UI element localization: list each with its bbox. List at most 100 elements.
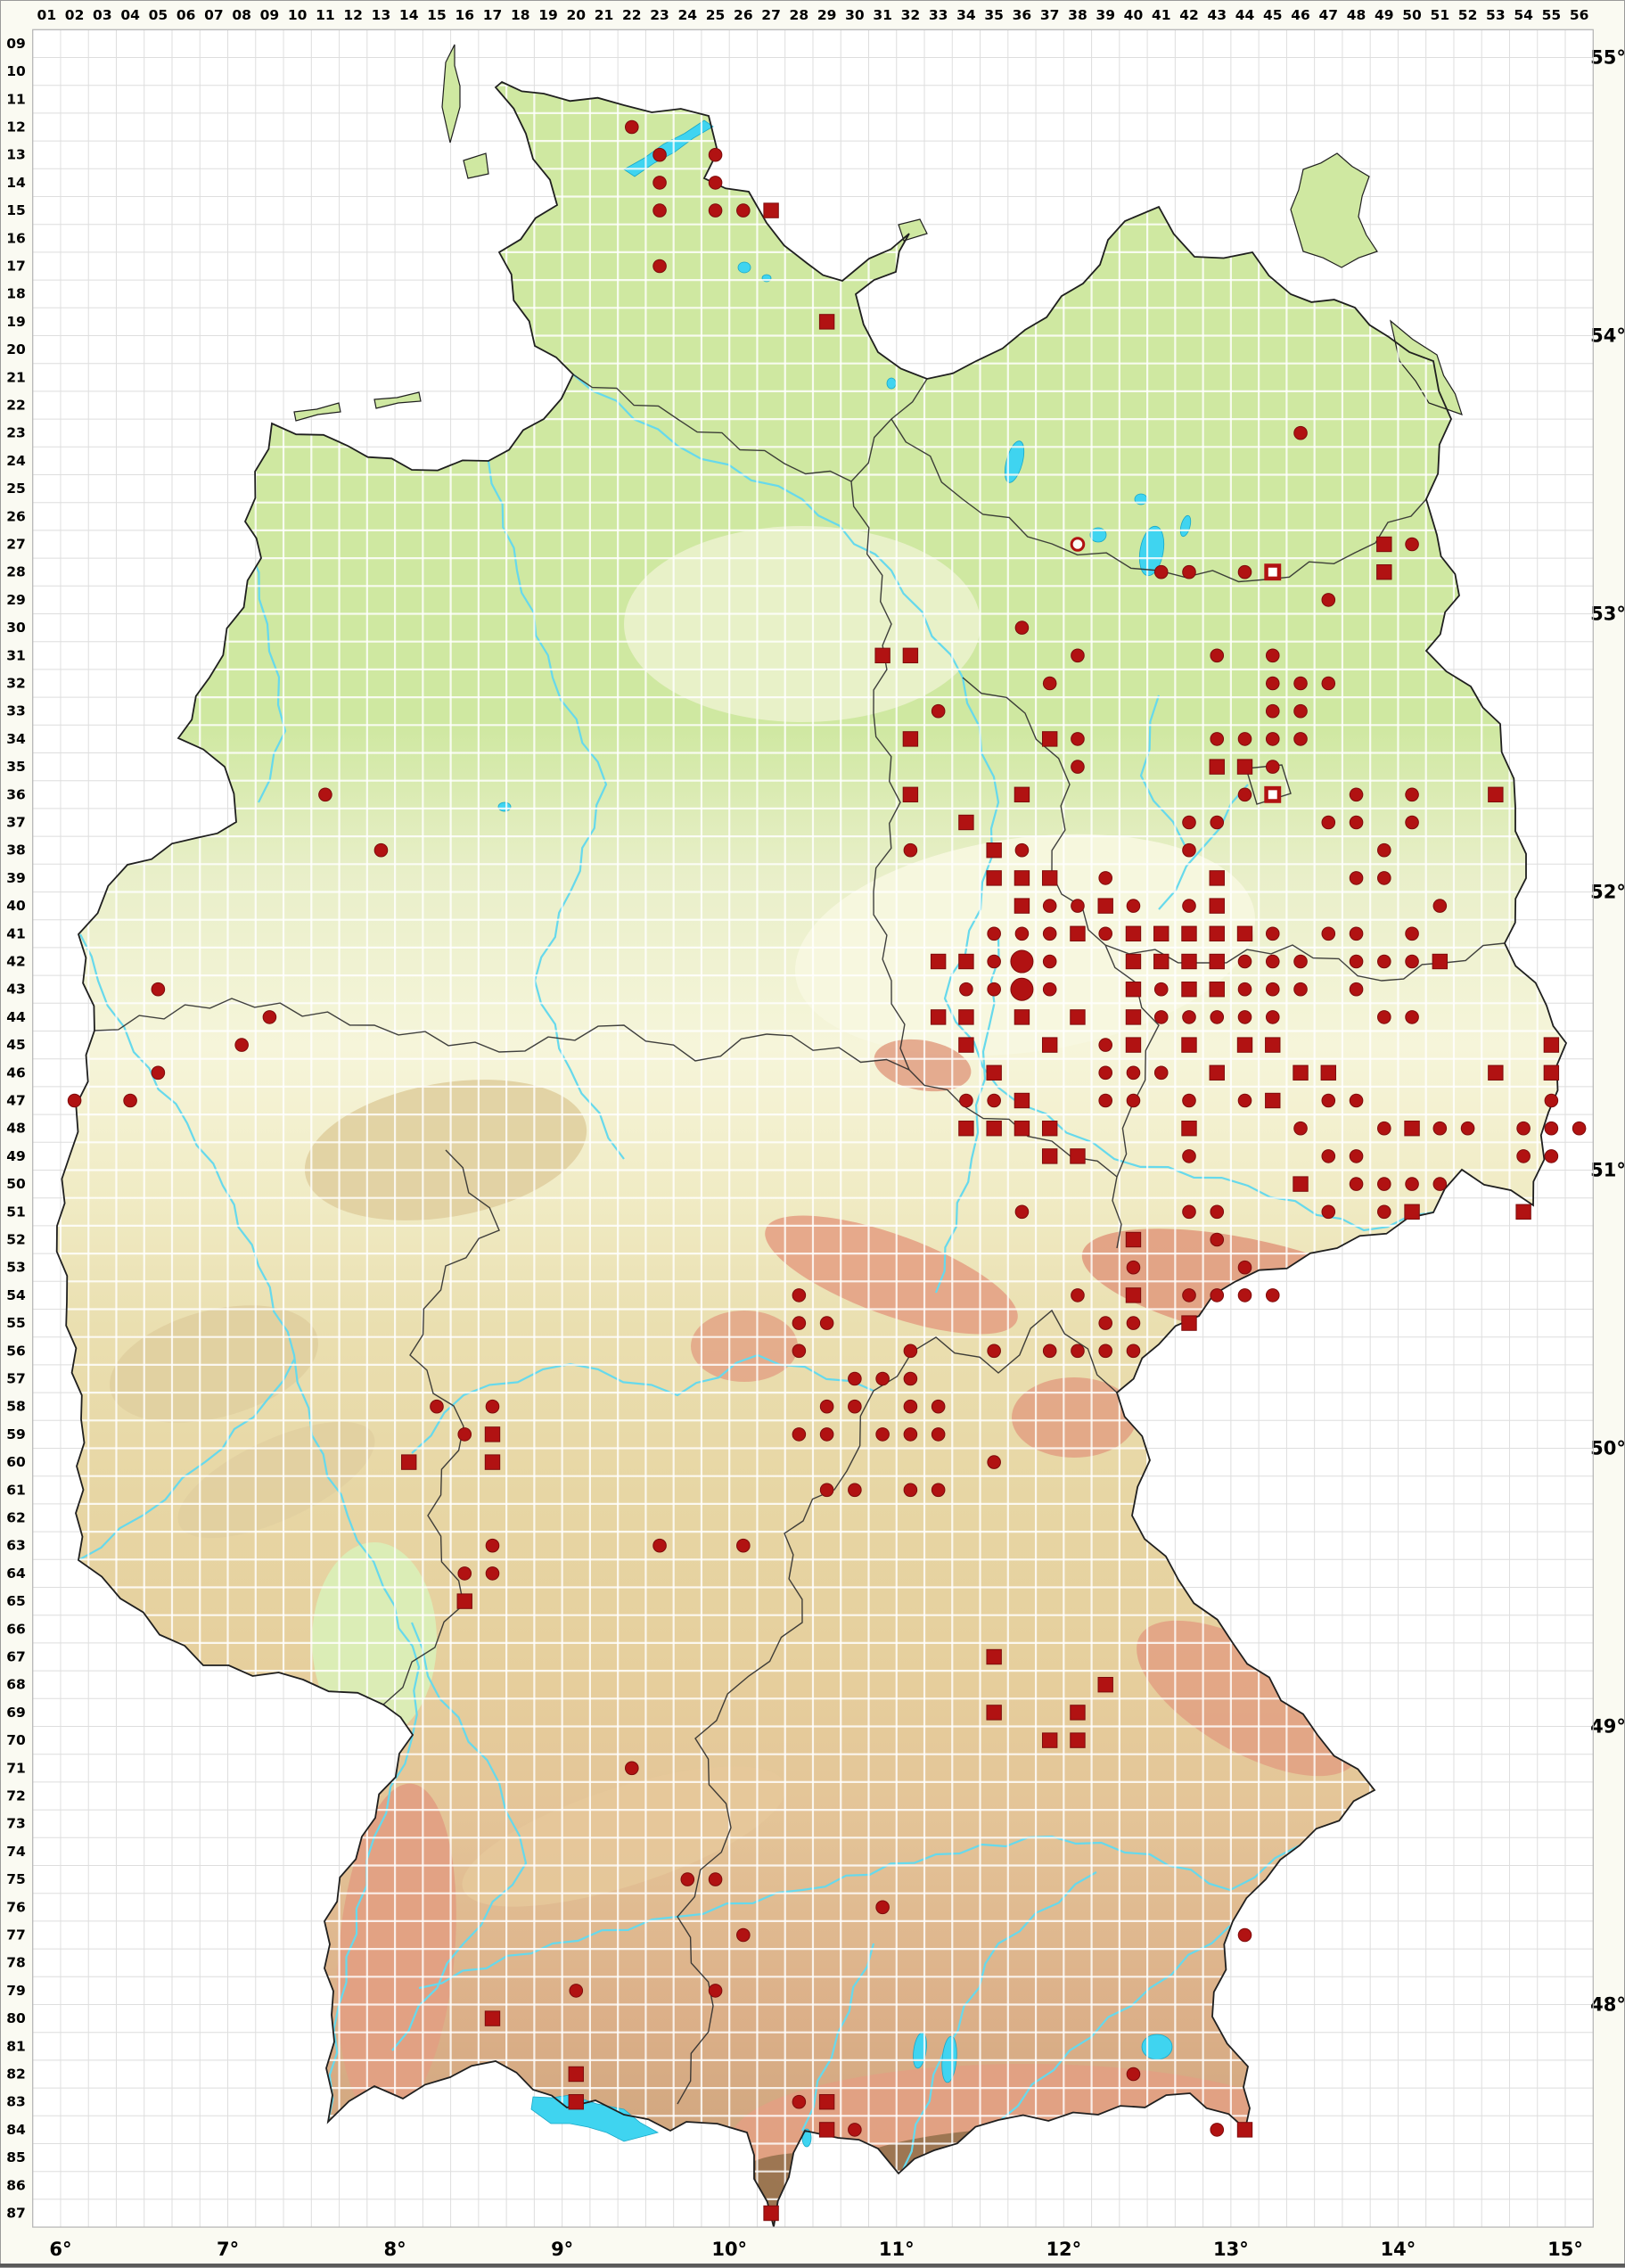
marker-dot <box>1405 1177 1419 1191</box>
left-ruler-label: 37 <box>6 815 26 831</box>
marker-dot <box>1042 676 1057 691</box>
marker-square <box>1293 1064 1309 1081</box>
island <box>1290 152 1378 268</box>
marker-dot <box>1349 954 1364 969</box>
marker-square <box>484 1426 501 1442</box>
state-border <box>572 374 928 482</box>
marker-dot <box>234 1038 249 1052</box>
left-ruler-label: 73 <box>6 1816 26 1832</box>
marker-dot <box>1126 2067 1141 2082</box>
marker-dot <box>1182 1010 1196 1024</box>
marker-dot <box>931 1427 946 1442</box>
marker-dot <box>875 1427 890 1442</box>
marker-dot <box>1042 926 1057 941</box>
left-ruler-label: 18 <box>6 286 26 302</box>
marker-dot <box>1405 787 1419 802</box>
left-ruler-label: 52 <box>6 1232 26 1248</box>
left-ruler-label: 87 <box>6 2206 26 2222</box>
left-ruler-label: 28 <box>6 564 26 580</box>
marker-dot <box>485 1566 500 1581</box>
top-ruler-label: 51 <box>1431 7 1450 23</box>
latitude-label: 55° <box>1590 47 1625 69</box>
longitude-label: 11° <box>879 2239 915 2260</box>
top-ruler-label: 03 <box>93 7 112 23</box>
marker-square <box>1125 1037 1142 1053</box>
state-border <box>1104 944 1160 1178</box>
marker-dot <box>1014 842 1030 858</box>
marker-dot <box>1014 926 1030 941</box>
left-ruler-label: 85 <box>6 2149 26 2165</box>
marker-dot <box>430 1399 444 1414</box>
left-ruler-label: 83 <box>6 2094 26 2110</box>
marker-dot <box>1377 1204 1391 1220</box>
marker-square <box>1543 1037 1560 1053</box>
top-ruler-label: 22 <box>622 7 642 23</box>
marker-dot <box>708 1984 723 1998</box>
left-ruler-label: 39 <box>6 870 26 886</box>
occurrence-markers <box>67 119 1587 2222</box>
state-border <box>766 481 911 1072</box>
left-ruler-label: 10 <box>6 63 26 79</box>
marker-dot <box>708 176 723 190</box>
marker-dot <box>1210 648 1225 663</box>
marker-dot <box>1071 899 1085 913</box>
marker-dot <box>262 1010 277 1024</box>
marker-dot <box>1265 982 1280 997</box>
marker-dot <box>1126 1260 1141 1275</box>
longitude-label: 14° <box>1381 2239 1416 2260</box>
marker-dot <box>1071 760 1085 774</box>
marker-square <box>484 2010 501 2026</box>
marker-square <box>1153 925 1170 941</box>
marker-dot <box>903 1427 918 1442</box>
marker-open-square <box>1264 563 1282 581</box>
marker-dot <box>1544 1121 1559 1136</box>
river <box>1139 694 1186 848</box>
left-ruler-label: 69 <box>6 1705 26 1721</box>
marker-dot <box>819 1316 834 1330</box>
marker-dot <box>1098 1038 1113 1052</box>
top-ruler-label: 41 <box>1152 7 1171 23</box>
marker-square <box>1070 925 1086 941</box>
river <box>418 1835 1301 1990</box>
marker-dot <box>1460 1121 1475 1136</box>
marker-square <box>1014 1121 1030 1137</box>
marker-dot <box>1098 1344 1113 1359</box>
marker-square <box>818 2122 835 2138</box>
top-ruler-label: 47 <box>1319 7 1339 23</box>
left-ruler-label: 81 <box>6 2038 26 2054</box>
marker-dot <box>1182 842 1196 858</box>
longitude-label: 10° <box>711 2239 747 2260</box>
river <box>997 1925 1231 2123</box>
marker-square <box>1265 1092 1281 1109</box>
marker-dot <box>792 1427 807 1442</box>
river <box>572 374 1434 1232</box>
marker-dot <box>959 1093 973 1108</box>
marker-dot <box>1516 1149 1531 1163</box>
marker-dot <box>1377 842 1391 858</box>
marker-square <box>1070 1009 1086 1025</box>
marker-square <box>1014 898 1030 914</box>
top-ruler-label: 02 <box>65 7 85 23</box>
marker-dot <box>1237 1288 1252 1302</box>
marker-dot <box>708 147 723 162</box>
river <box>487 460 625 1160</box>
marker-square <box>818 2094 835 2110</box>
marker-square <box>1097 1677 1113 1693</box>
left-ruler-label: 50 <box>6 1176 26 1192</box>
left-ruler-label: 21 <box>6 369 26 385</box>
longitude-label: 6° <box>49 2239 71 2260</box>
marker-dot <box>457 1566 472 1581</box>
marker-dot <box>819 1399 834 1414</box>
left-ruler-label: 55 <box>6 1315 26 1331</box>
marker-dot <box>903 1483 918 1498</box>
island <box>441 44 461 144</box>
top-ruler-label: 33 <box>929 7 948 23</box>
germany-border <box>55 80 1568 2228</box>
marker-dot <box>708 1872 723 1886</box>
top-ruler-label: 50 <box>1402 7 1422 23</box>
marker-square <box>1181 1121 1197 1137</box>
marker-dot <box>1349 871 1364 885</box>
marker-dot <box>123 1093 137 1108</box>
island <box>898 218 928 242</box>
marker-square <box>1125 925 1142 941</box>
